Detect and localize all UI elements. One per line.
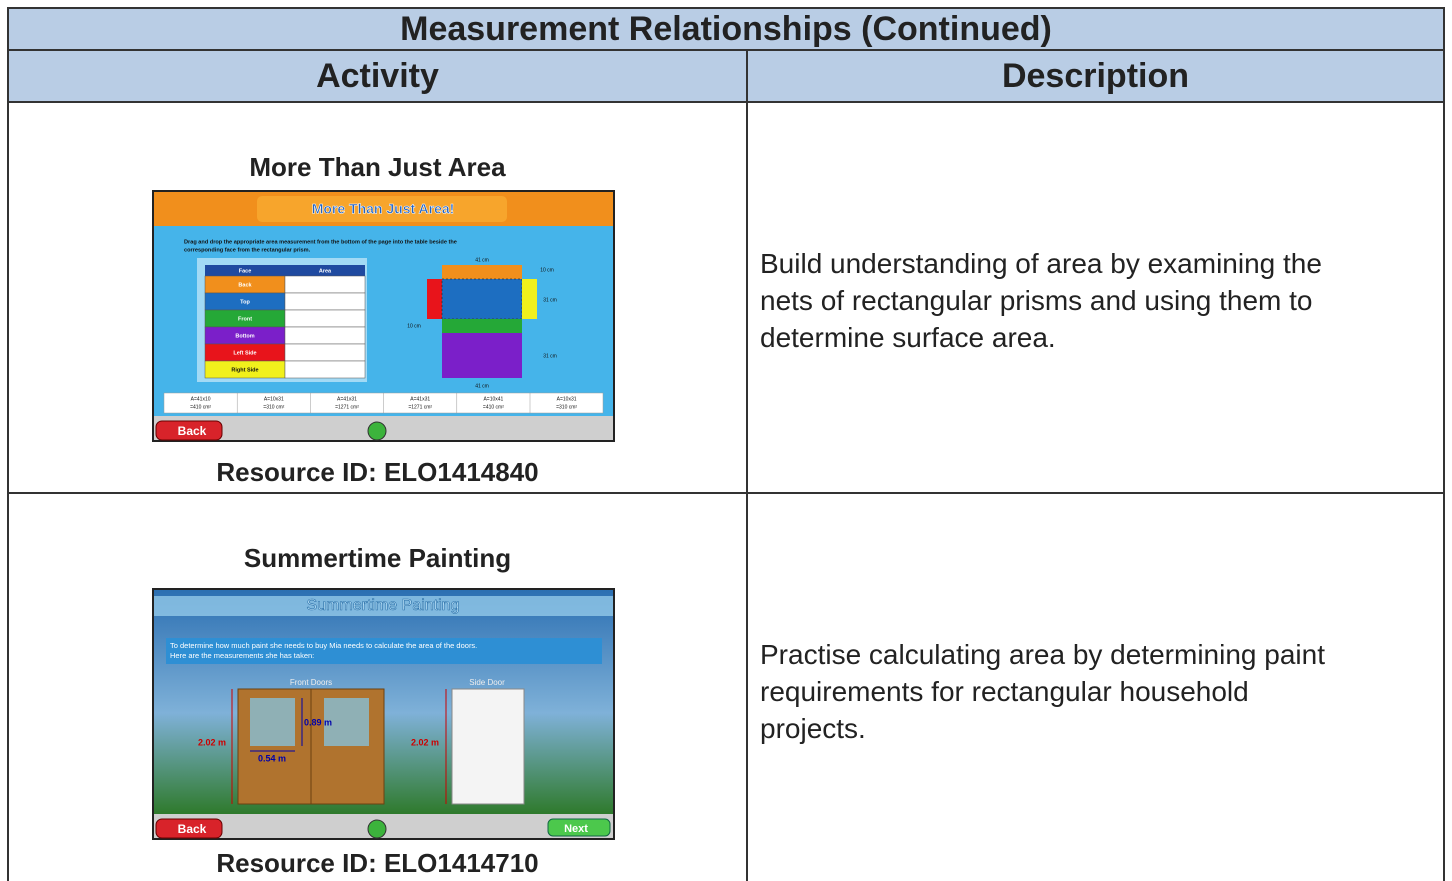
face-label: Right Side [231, 367, 258, 373]
net-label: 10 cm [407, 323, 421, 329]
description-line: requirements for rectangular household [760, 676, 1249, 707]
description-line: projects. [760, 713, 866, 744]
description-line: Build understanding of area by examining… [760, 248, 1322, 279]
back-button[interactable] [155, 818, 223, 839]
table-header-text: Face [239, 268, 252, 274]
back-label: Back [178, 424, 207, 438]
next-label: Next [564, 823, 588, 835]
back-label: Back [178, 822, 207, 836]
activity-title: Summertime Painting [243, 543, 512, 573]
title-plate [257, 196, 507, 222]
face-label: Bottom [235, 333, 254, 339]
header-activity: Activity [8, 50, 747, 102]
border [746, 50, 748, 881]
audio-button[interactable] [367, 819, 387, 839]
area-cell [284, 343, 366, 362]
card-text: =410 cm² [483, 404, 504, 410]
card-text: A=41x31 [410, 396, 430, 402]
instruction: corresponding face from the rectangular … [184, 247, 311, 253]
description-cell: Practise calculating area by determining… [747, 493, 1444, 881]
audio-button[interactable] [367, 421, 387, 441]
screenshot-area: More Than Just Area! Drag and drop the a… [152, 190, 615, 442]
border [7, 7, 9, 881]
table-title: Measurement Relationships (Continued) [8, 8, 1444, 50]
table-header [285, 265, 365, 276]
description-line: Practise calculating area by determining… [760, 639, 1325, 670]
description-line: determine surface area. [760, 322, 1056, 353]
card-text: =310 cm² [556, 404, 577, 410]
measure: 2.02 m [411, 737, 439, 747]
face-label: Top [240, 299, 250, 305]
header-description: Description [747, 50, 1444, 102]
front-doors-label: Front Doors [290, 678, 332, 687]
area-cell [284, 360, 366, 379]
card-text: =1271 cm² [335, 404, 359, 410]
side-door [451, 688, 525, 805]
net-label: 41 cm [475, 383, 489, 389]
net-label: 31 cm [543, 353, 557, 359]
description: Build understanding of area by examining… [760, 245, 1322, 356]
border [7, 492, 1445, 494]
screenshot-painting: Summertime Painting To determine how muc… [152, 588, 615, 840]
back-button[interactable] [155, 420, 223, 441]
net-label: 31 cm [543, 297, 557, 303]
card-text: A=10x31 [557, 396, 577, 402]
net-front [442, 319, 522, 333]
face-label: Left Side [233, 350, 256, 356]
shot-title: More Than Just Area! [312, 201, 455, 217]
area-cell [284, 292, 366, 311]
instruction: To determine how much paint she needs to… [170, 641, 477, 650]
faces: Back Top Front Bottom Left Side Right Side [204, 275, 366, 379]
border [7, 49, 1445, 51]
instruction-box [166, 638, 602, 664]
net-top [441, 278, 523, 320]
table-header-text: Area [319, 268, 332, 274]
measure: 0.54 m [258, 753, 286, 763]
area-cell [284, 309, 366, 328]
instruction: Drag and drop the appropriate area measu… [184, 239, 457, 245]
shot-title: Summertime Painting [307, 597, 460, 614]
card-text: A=41x10 [191, 396, 211, 402]
net-labels: 41 cm 10 cm 31 cm 10 cm 31 cm 41 cm [407, 257, 557, 389]
instruction: Here are the measurements she has taken: [170, 651, 314, 660]
face-label: Back [238, 282, 252, 288]
resource-id: Resource ID: ELO1414710 [216, 848, 539, 878]
card-text: =310 cm² [263, 404, 284, 410]
face-label: Front [238, 316, 252, 322]
description: Practise calculating area by determining… [760, 636, 1325, 747]
cards: A=41x10 =410 cm² A=10x31 =310 cm² A=41x31 =12… [190, 393, 577, 413]
area-cell [284, 326, 366, 345]
table-header [205, 265, 285, 276]
card-text: A=10x41 [483, 396, 503, 402]
measure: 0.89 m [304, 717, 332, 727]
area-cell [284, 275, 366, 294]
measure: 2.02 m [198, 737, 226, 747]
card-text: =410 cm² [190, 404, 211, 410]
border [7, 7, 1445, 9]
activity-title: More Than Just Area [249, 152, 506, 182]
description-cell: Build understanding of area by examining… [747, 102, 1444, 493]
net-label: 41 cm [475, 257, 489, 263]
net-bottom [442, 333, 522, 378]
activity-cell: Summertime Painting Resource ID: ELO1414… [8, 493, 747, 881]
title-band [154, 596, 613, 616]
resource-id: Resource ID: ELO1414840 [216, 457, 539, 487]
card-text: =1271 cm² [408, 404, 432, 410]
next-button[interactable] [547, 818, 611, 837]
side-door-label: Side Door [469, 678, 505, 687]
net-right [522, 279, 537, 319]
net-back [442, 265, 522, 279]
window [324, 698, 369, 746]
activity-cell: More Than Just Area Resource ID: ELO1414… [8, 102, 747, 493]
card-text: A=41x31 [337, 396, 357, 402]
border [1443, 7, 1445, 881]
net-label: 10 cm [540, 267, 554, 273]
window [250, 698, 295, 746]
card-text: A=10x31 [264, 396, 284, 402]
border [7, 101, 1445, 103]
net-left [427, 279, 442, 319]
description-line: nets of rectangular prisms and using the… [760, 285, 1313, 316]
